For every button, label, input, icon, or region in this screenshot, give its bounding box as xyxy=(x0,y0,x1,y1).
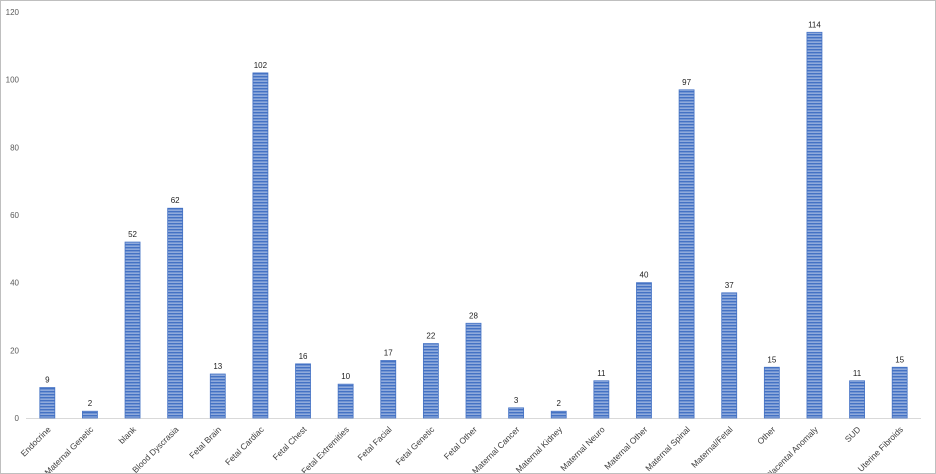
bars-group: 9 2 52 62 13 102 16 10 17 22 28 3 2 11 40 97 37 15 114 11 15 xyxy=(39,20,908,419)
bar-maternal-cancer xyxy=(508,407,525,419)
data-label: 2 xyxy=(557,399,562,408)
bar-uterine-fibroids xyxy=(891,366,908,419)
category-label: blank xyxy=(117,424,139,446)
bar-maternal-other xyxy=(636,282,652,419)
y-tick-label: 60 xyxy=(10,211,19,220)
bar-maternal-kidney xyxy=(550,410,567,419)
data-label: 62 xyxy=(171,196,180,205)
bar-blank xyxy=(124,241,141,419)
bar-fetal-extremities xyxy=(337,383,354,419)
y-tick-label: 120 xyxy=(6,8,20,17)
category-label: Fetal Other xyxy=(442,424,479,461)
category-label: Maternal Neuro xyxy=(558,424,607,473)
data-label: 97 xyxy=(682,78,691,87)
category-label: Endocrine xyxy=(19,424,53,458)
bar-fetal-other xyxy=(465,322,482,419)
bar-fetal-chest xyxy=(295,363,311,419)
data-label: 37 xyxy=(725,281,734,290)
bar-endocrine xyxy=(39,387,56,419)
y-tick-label: 0 xyxy=(15,414,20,423)
data-label: 9 xyxy=(45,376,50,385)
data-label: 40 xyxy=(640,271,649,280)
data-label: 10 xyxy=(341,372,350,381)
y-tick-label: 100 xyxy=(6,76,20,85)
category-label: Fetal Facial xyxy=(356,424,394,462)
data-label: 22 xyxy=(426,332,435,341)
bar-placental-anomaly xyxy=(806,31,823,419)
bar-fetal-facial xyxy=(380,360,397,419)
y-tick-label: 40 xyxy=(10,279,19,288)
data-label: 15 xyxy=(767,355,776,364)
data-label: 17 xyxy=(384,348,393,357)
category-label: Fetal Brain xyxy=(187,424,223,460)
data-label: 102 xyxy=(254,61,268,70)
category-label: Fetal Chest xyxy=(271,424,309,462)
bar-maternal-genetic xyxy=(82,410,98,419)
category-label: Maternal/Fetal xyxy=(689,424,735,470)
category-label: Fetal Genetic xyxy=(393,424,436,467)
bar-fetal-genetic xyxy=(422,343,439,419)
y-tick-label: 20 xyxy=(10,346,19,355)
data-label: 13 xyxy=(213,362,222,371)
bar-fetal-cardiac xyxy=(252,72,269,419)
bar-maternal-fetal xyxy=(721,292,738,419)
data-label: 15 xyxy=(895,355,904,364)
category-label: Maternal Other xyxy=(602,424,649,471)
bar-maternal-neuro xyxy=(593,380,610,419)
bar-sud xyxy=(849,380,865,419)
data-label: 2 xyxy=(88,399,93,408)
category-label: Uterine Fibroids xyxy=(856,424,905,473)
bar-maternal-spinal xyxy=(678,89,695,419)
data-label: 114 xyxy=(808,20,821,29)
bar-fetal-brain xyxy=(209,373,226,419)
y-tick-label: 80 xyxy=(10,143,19,152)
category-label: SUD xyxy=(843,424,863,444)
category-label: Maternal Spinal xyxy=(643,424,692,473)
category-label: Other xyxy=(755,424,777,446)
y-axis: 0 20 40 60 80 100 120 xyxy=(6,8,921,423)
data-label: 28 xyxy=(469,311,478,320)
data-label: 52 xyxy=(128,230,137,239)
data-label: 11 xyxy=(597,369,606,378)
bar-blood-dyscrasia xyxy=(167,207,184,419)
data-label: 16 xyxy=(299,352,308,361)
data-label: 11 xyxy=(853,369,862,378)
category-label: Fetal Cardiac xyxy=(223,424,266,467)
data-label: 3 xyxy=(514,396,519,405)
bar-other xyxy=(763,366,780,419)
